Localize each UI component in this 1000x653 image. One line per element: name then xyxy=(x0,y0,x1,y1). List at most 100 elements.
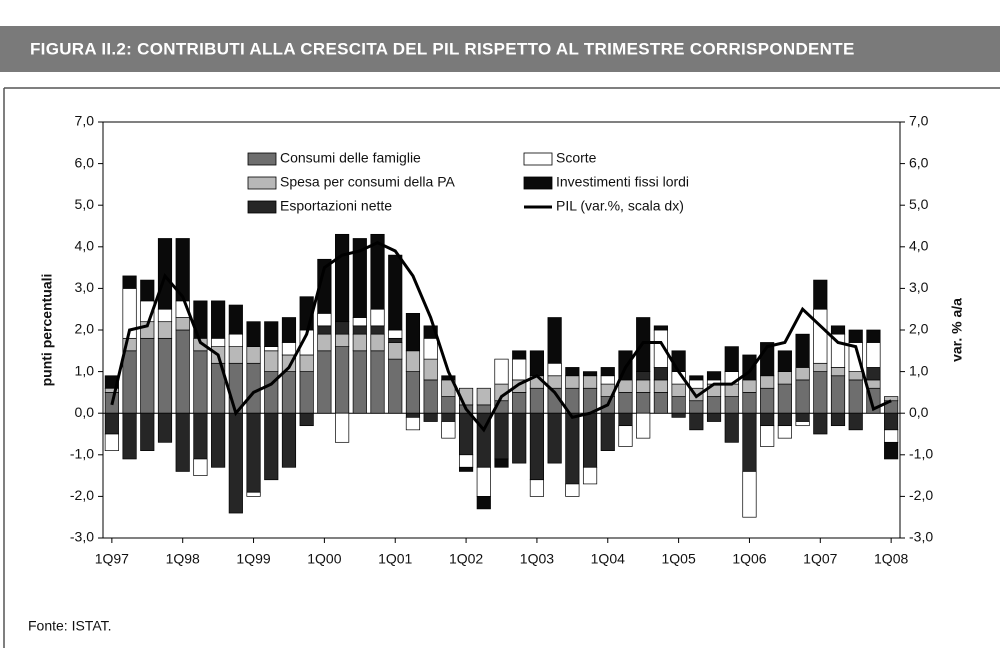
bar-segment xyxy=(618,379,633,393)
bar-segment xyxy=(423,358,438,381)
bar-segment xyxy=(600,367,615,377)
bar-segment xyxy=(848,379,863,414)
legend-label: Consumi delle famiglie xyxy=(280,150,421,166)
bar-segment xyxy=(494,358,509,385)
bar-segment xyxy=(352,317,367,327)
bar-segment xyxy=(299,371,314,414)
bar-segment xyxy=(335,233,350,323)
bar-segment xyxy=(494,458,509,468)
bar-segment xyxy=(866,342,881,368)
bar-segment xyxy=(140,412,155,451)
bar-segment xyxy=(724,383,739,397)
bar-segment xyxy=(281,342,297,356)
bar-segment xyxy=(405,417,421,431)
x-tick-label: 1Q04 xyxy=(591,551,625,567)
bar-segment xyxy=(246,491,261,497)
bar-segment xyxy=(848,371,863,381)
bar-segment xyxy=(830,412,846,427)
bar-segment xyxy=(512,358,527,381)
bar-segment xyxy=(140,337,155,414)
source: Fonte: ISTAT. xyxy=(28,618,112,634)
bar-segment xyxy=(724,412,739,443)
y2-tick-label: 0,0 xyxy=(909,404,929,420)
bar-segment xyxy=(246,362,261,414)
bar-segment xyxy=(441,412,456,422)
bar-segment xyxy=(317,350,332,414)
bar-segment xyxy=(104,433,119,451)
bar-segment xyxy=(405,371,421,414)
bar-segment xyxy=(423,337,438,360)
bar-segment xyxy=(547,412,562,464)
y2-axis-label: var. % a/a xyxy=(949,298,965,362)
bar-segment xyxy=(281,412,297,468)
y2-tick-label: -2,0 xyxy=(909,487,933,503)
y2-tick-label: 3,0 xyxy=(909,279,929,295)
bar-segment xyxy=(582,412,598,468)
bar-segment xyxy=(582,375,598,389)
bar-segment xyxy=(476,466,491,497)
bar-segment xyxy=(742,392,757,414)
bar-segment xyxy=(760,387,775,414)
bar-segment xyxy=(636,412,651,439)
bar-segment xyxy=(193,458,208,476)
bar-segment xyxy=(600,412,615,451)
bar-segment xyxy=(175,329,190,414)
bar-segment xyxy=(370,350,385,414)
bar-segment xyxy=(884,396,899,402)
x-tick-label: 1Q98 xyxy=(166,551,200,567)
legend-swatch xyxy=(247,200,277,214)
bar-segment xyxy=(618,425,633,447)
bar-segment xyxy=(777,371,792,385)
bar-segment xyxy=(370,333,385,352)
bar-segment xyxy=(760,412,775,427)
bar-segment xyxy=(299,354,314,372)
bar-segment xyxy=(352,325,367,335)
bar-segment xyxy=(175,238,190,302)
y-tick-label: 4,0 xyxy=(75,238,95,254)
bar-segment xyxy=(884,429,899,443)
bar-segment xyxy=(813,279,828,310)
bar-segment xyxy=(122,275,137,289)
bar-segment xyxy=(884,441,899,460)
bar-segment xyxy=(529,350,545,377)
bar-segment xyxy=(122,412,137,460)
bar-segment xyxy=(636,371,651,381)
bar-segment xyxy=(228,304,243,335)
chart-title: FIGURA II.2: CONTRIBUTI ALLA CRESCITA DE… xyxy=(30,39,855,58)
legend-label: Esportazioni nette xyxy=(280,198,392,214)
y-tick-label: -1,0 xyxy=(70,446,94,462)
x-tick-label: 1Q02 xyxy=(449,551,483,567)
y-tick-label: 0,0 xyxy=(75,404,95,420)
bar-segment xyxy=(689,379,704,389)
bar-segment xyxy=(636,392,651,414)
legend-swatch xyxy=(247,176,277,190)
bar-segment xyxy=(193,350,208,414)
bar-segment xyxy=(157,308,173,323)
bar-segment xyxy=(388,254,403,331)
bar-segment xyxy=(529,412,545,481)
bar-segment xyxy=(706,371,722,381)
bar-segment xyxy=(706,396,722,414)
bar-segment xyxy=(317,313,332,327)
bar-segment xyxy=(193,412,208,460)
bar-segment xyxy=(671,412,686,418)
bar-segment xyxy=(264,321,279,347)
bar-segment xyxy=(653,392,668,414)
bar-segment xyxy=(653,379,668,393)
bar-segment xyxy=(565,483,580,497)
bar-segment xyxy=(866,367,881,381)
bar-segment xyxy=(795,333,810,368)
x-tick-label: 1Q05 xyxy=(661,551,695,567)
bar-segment xyxy=(547,362,562,377)
bar-segment xyxy=(458,466,474,472)
bar-segment xyxy=(795,379,810,414)
bar-segment xyxy=(777,425,792,439)
bar-segment xyxy=(335,333,350,347)
bar-segment xyxy=(228,412,243,514)
bar-segment xyxy=(175,412,190,472)
bar-segment xyxy=(742,412,757,472)
bar-segment xyxy=(228,333,243,347)
bar-segment xyxy=(335,346,350,414)
x-tick-label: 1Q99 xyxy=(236,551,270,567)
line-series xyxy=(110,240,892,433)
